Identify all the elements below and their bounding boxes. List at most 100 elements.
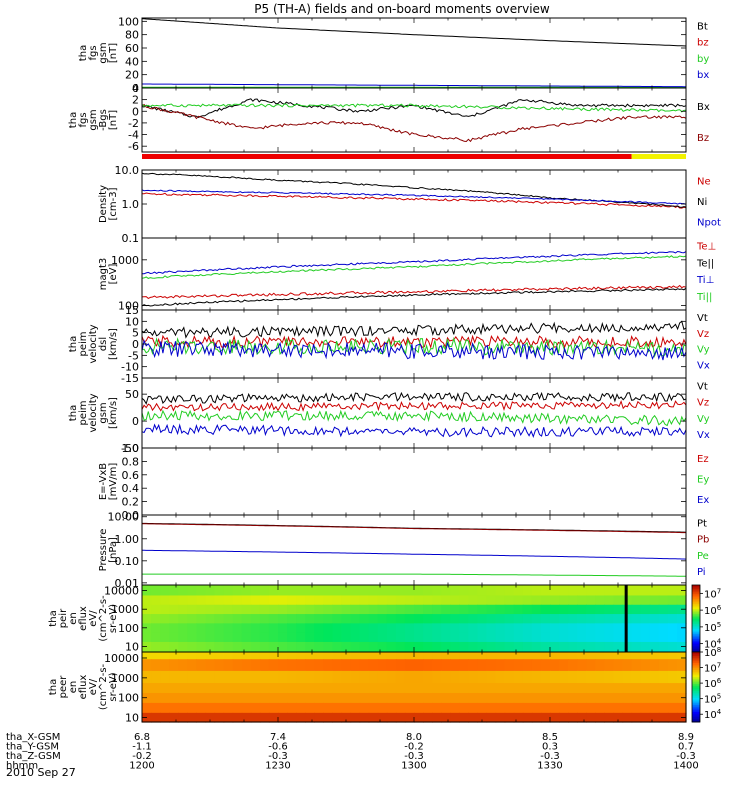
heatmap-cell xyxy=(287,692,297,704)
ephemeris-value: 0.7 xyxy=(678,742,694,753)
heatmap-cell xyxy=(341,702,352,714)
heatmap-cell xyxy=(178,712,188,723)
heatmap-cell xyxy=(142,614,152,624)
panel-9: 107 106 105 104 10000 1000 100 10 thapeireneflux… xyxy=(48,584,722,653)
heatmap-cell xyxy=(441,683,451,694)
heatmap-cell xyxy=(196,604,207,615)
colorbar-segment xyxy=(692,702,700,705)
heatmap-cell xyxy=(423,702,433,714)
heatmap-cell xyxy=(205,632,216,643)
heatmap-cell xyxy=(287,632,297,643)
heatmap-cell xyxy=(423,614,433,624)
heatmap-cell xyxy=(278,692,288,704)
heatmap-cell xyxy=(441,604,451,615)
heatmap-cell xyxy=(459,595,469,606)
heatmap-cell xyxy=(477,670,488,684)
y-tick-label: -4 xyxy=(128,129,139,142)
y-tick-label: 100 xyxy=(118,15,139,28)
heatmap-cell xyxy=(223,614,234,624)
heatmap-cell xyxy=(423,604,433,615)
heatmap-cell xyxy=(459,702,469,714)
y-axis-label: thapeirenefluxeV/(cm^2-s-sr-eV) xyxy=(48,595,119,642)
legend-bz: bz xyxy=(697,38,709,49)
heatmap-cell xyxy=(232,659,243,672)
heatmap-cell xyxy=(486,595,497,606)
heatmap-cell xyxy=(649,614,660,624)
heatmap-cell xyxy=(160,692,170,704)
heatmap-cell xyxy=(287,659,297,672)
heatmap-cell xyxy=(667,683,678,694)
heatmap-cell xyxy=(259,614,270,624)
heatmap-cell xyxy=(531,670,542,684)
panel-frame xyxy=(141,17,687,89)
colorbar-tick-label: 105 xyxy=(704,621,721,634)
heatmap-cell xyxy=(586,712,596,723)
heatmap-cell xyxy=(504,702,515,714)
y-tick-label: 1000 xyxy=(111,672,139,685)
heatmap-cell xyxy=(450,585,460,597)
heatmap-cell xyxy=(577,692,587,704)
heatmap-cell xyxy=(377,641,388,653)
heatmap-cell xyxy=(323,652,333,660)
heatmap-cell xyxy=(423,585,433,597)
series-vx-line xyxy=(141,339,687,361)
heatmap-cell xyxy=(386,623,397,634)
colorbar-segment xyxy=(692,645,700,648)
ephemeris-value: -0.3 xyxy=(676,751,696,762)
heatmap-cell xyxy=(142,632,152,643)
heatmap-cell xyxy=(667,702,678,714)
heatmap-cell xyxy=(513,641,524,653)
heatmap-cell xyxy=(676,641,687,653)
heatmap-cell xyxy=(468,712,479,723)
heatmap-cell xyxy=(151,670,161,684)
y-tick-label: 0.6 xyxy=(122,469,140,482)
heatmap-cell xyxy=(350,702,361,714)
heatmap-cell xyxy=(178,595,188,606)
heatmap-cell xyxy=(459,670,469,684)
colorbar-tick-label: 107 xyxy=(704,587,721,600)
panel-frame xyxy=(141,169,687,239)
heatmap-cell xyxy=(423,692,433,704)
heatmap-cell xyxy=(395,604,406,615)
mode-bar-segment xyxy=(142,154,632,159)
legend-ne: Ne xyxy=(697,176,711,187)
y-tick-label: 0 xyxy=(132,415,139,428)
heatmap-cell xyxy=(631,670,642,684)
heatmap-cell xyxy=(223,604,234,615)
heatmap-cell xyxy=(550,641,560,653)
heatmap-cell xyxy=(477,632,488,643)
y-axis-label: Density[cm-3] xyxy=(98,185,119,223)
heatmap-cell xyxy=(160,659,170,672)
heatmap-cell xyxy=(459,641,469,653)
heatmap-cell xyxy=(259,652,270,660)
heatmap-cell xyxy=(531,632,542,643)
heatmap-cell xyxy=(477,595,488,606)
heatmap-cell xyxy=(214,585,225,597)
heatmap-cell xyxy=(151,659,161,672)
heatmap-cell xyxy=(459,659,469,672)
heatmap-cell xyxy=(178,614,188,624)
heatmap-cell xyxy=(214,692,225,704)
legend-ez: Ez xyxy=(697,454,709,465)
heatmap-cell xyxy=(214,670,225,684)
colorbar-segment xyxy=(692,603,700,606)
heatmap-cell xyxy=(241,652,252,660)
mode-bar-segment xyxy=(631,154,686,159)
heatmap-cell xyxy=(531,652,542,660)
heatmap-cell xyxy=(296,683,306,694)
heatmap-cell xyxy=(577,632,587,643)
heatmap-cell xyxy=(314,652,324,660)
heatmap-cell xyxy=(522,623,533,634)
heatmap-cell xyxy=(604,614,615,624)
heatmap-cell xyxy=(232,632,243,643)
colorbar-segment xyxy=(692,600,700,603)
heatmap-cell xyxy=(595,595,605,606)
heatmap-cell xyxy=(604,632,615,643)
y-tick-label: 40 xyxy=(125,55,139,68)
heatmap-cell xyxy=(522,670,533,684)
heatmap-cell xyxy=(359,623,370,634)
colorbar-segment xyxy=(692,701,700,704)
heatmap-cell xyxy=(595,585,605,597)
heatmap-cell xyxy=(259,692,270,704)
heatmap-cell xyxy=(658,604,669,615)
